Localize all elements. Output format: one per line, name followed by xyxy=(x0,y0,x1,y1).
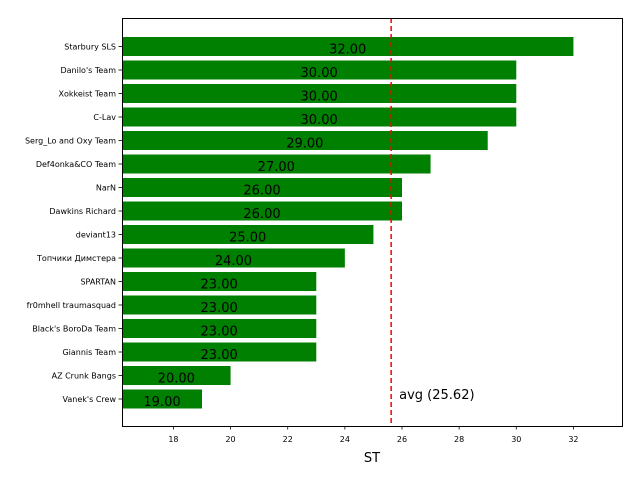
y-tick-label: C-Lav xyxy=(93,113,116,122)
bar-value-label: 30.00 xyxy=(301,113,338,128)
bar xyxy=(122,366,231,385)
plot-frame xyxy=(122,18,623,427)
y-tick-label: SPARTAN xyxy=(80,278,116,287)
x-tick-label: 32 xyxy=(568,435,578,444)
bar xyxy=(122,225,374,244)
bar-value-label: 23.00 xyxy=(201,301,238,316)
x-tick-label: 28 xyxy=(454,435,464,444)
bar xyxy=(122,154,431,174)
y-tick-label: Black's BoroDa Team xyxy=(32,325,116,334)
x-tick-label: 26 xyxy=(397,435,407,444)
bar-value-label: 30.00 xyxy=(301,66,338,81)
bar-value-label: 24.00 xyxy=(215,254,252,269)
y-tick-label: NarN xyxy=(96,184,116,193)
y-tick-label: Giannis Team xyxy=(62,348,116,357)
y-tick-label: Dawkins Richard xyxy=(49,207,116,216)
bar xyxy=(122,389,202,409)
y-tick-label: Serg_Lo and Oxy Team xyxy=(25,137,116,146)
y-tick-label: AZ Crunk Bangs xyxy=(52,372,116,381)
bar-value-label: 19.00 xyxy=(143,395,180,410)
average-label: avg (25.62) xyxy=(399,388,474,403)
value-labels: 32.00 30.00 30.00 30.00 29.00 27.00 26.00 26.00… xyxy=(143,43,366,411)
category-labels: Starbury SLS Danilo's Team Xokkeist Team C-… xyxy=(25,43,122,404)
y-tick-label: fr0mhell traumasquad xyxy=(27,301,116,310)
bar-value-label: 32.00 xyxy=(329,43,366,58)
bars-group xyxy=(122,37,574,409)
bar-value-label: 20.00 xyxy=(158,372,195,387)
y-tick-label: Danilo's Team xyxy=(60,66,116,75)
bar-value-label: 27.00 xyxy=(258,160,295,175)
y-tick-label: Топчики Димстера xyxy=(36,254,116,263)
bar-value-label: 30.00 xyxy=(301,90,338,105)
bar xyxy=(122,295,317,315)
x-tick-label: 30 xyxy=(511,435,521,444)
bar xyxy=(122,178,402,197)
bar xyxy=(122,319,317,338)
bar-value-label: 23.00 xyxy=(201,348,238,363)
x-tick-label: 20 xyxy=(225,435,235,444)
y-tick-label: Def4onka&CO Team xyxy=(36,160,116,169)
bar-value-label: 29.00 xyxy=(286,137,323,152)
bar xyxy=(122,84,517,103)
bar-value-label: 23.00 xyxy=(201,278,238,293)
x-tick-label: 18 xyxy=(168,435,178,444)
bar-value-label: 23.00 xyxy=(201,325,238,340)
x-tick-label: 24 xyxy=(340,435,350,444)
bar xyxy=(122,342,317,362)
bar xyxy=(122,272,317,291)
bar-value-label: 26.00 xyxy=(243,184,280,199)
bar xyxy=(122,131,488,150)
y-tick-label: deviant13 xyxy=(76,231,116,240)
bar xyxy=(122,60,517,80)
bar xyxy=(122,37,574,56)
y-tick-label: Starbury SLS xyxy=(64,43,116,52)
bar xyxy=(122,248,345,268)
bar xyxy=(122,107,517,127)
y-tick-label: Vanek's Crew xyxy=(63,395,117,404)
bar-value-label: 25.00 xyxy=(229,231,266,246)
bar xyxy=(122,201,402,221)
x-axis-title: ST xyxy=(364,451,380,466)
y-tick-label: Xokkeist Team xyxy=(59,90,117,99)
x-tick-label: 22 xyxy=(283,435,293,444)
x-ticks: 18 20 22 24 26 28 30 32 xyxy=(168,426,579,444)
bar-value-label: 26.00 xyxy=(243,207,280,222)
